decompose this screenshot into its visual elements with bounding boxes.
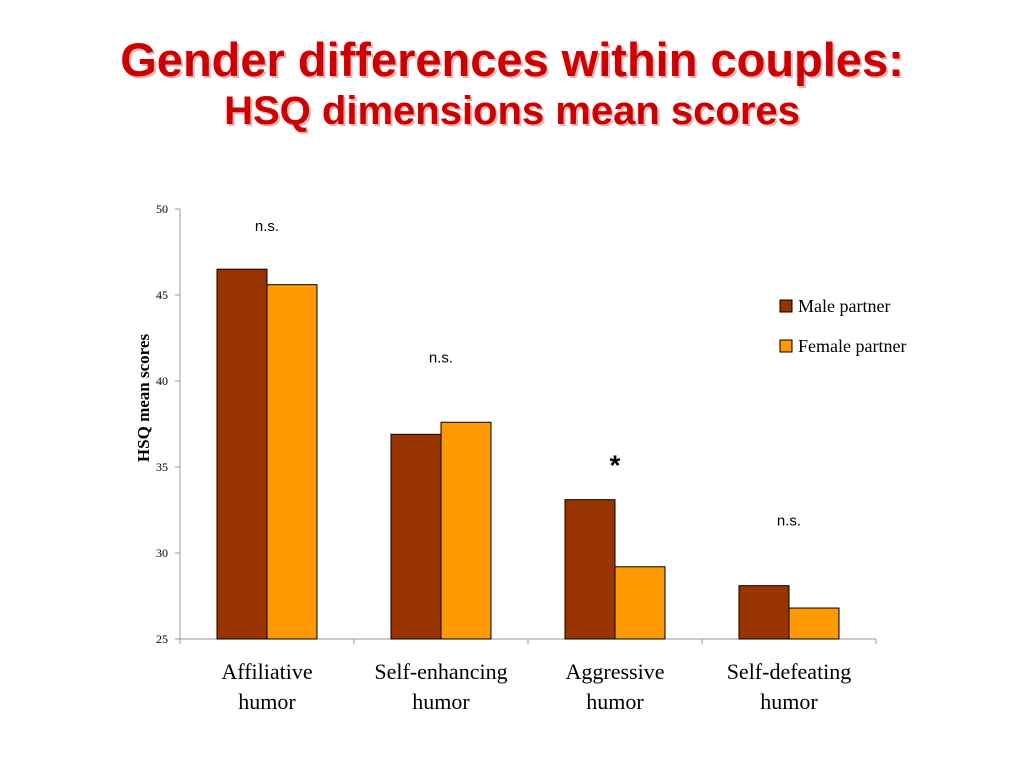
- bar-female-3: [788, 607, 840, 640]
- x-tick-label: Affiliative: [221, 659, 312, 684]
- x-tick-label: Aggressive: [566, 659, 665, 684]
- chart-annotations: n.s. n.s. * n.s.: [255, 218, 801, 530]
- x-tick-label: Self-enhancing: [374, 659, 507, 684]
- significance-label: n.s.: [255, 218, 279, 235]
- slide-title: Gender differences within couples: HSQ d…: [0, 34, 1024, 136]
- x-tick-label: humor: [412, 689, 470, 714]
- bar-male-3: [738, 585, 790, 640]
- chart-legend: Male partner Female partner: [779, 296, 906, 356]
- legend-swatch-female: [779, 339, 793, 353]
- x-axis-labels: Affiliative humor Self-enhancing humor Aggre…: [221, 659, 851, 714]
- significance-label: *: [610, 450, 621, 481]
- legend-label-female: Female partner: [798, 336, 906, 356]
- y-tick-label: 50: [156, 202, 168, 216]
- bar-female-1: [440, 421, 492, 640]
- bar-female-0: [266, 284, 318, 640]
- x-tick-label: humor: [238, 689, 296, 714]
- y-tick-label: 35: [156, 460, 168, 474]
- x-tick-label: humor: [760, 689, 818, 714]
- significance-label: n.s.: [429, 349, 453, 366]
- y-tick-label: 45: [156, 288, 168, 302]
- bar-male-1: [390, 433, 442, 640]
- bar-male-2: [564, 499, 616, 640]
- legend-label-male: Male partner: [798, 296, 890, 316]
- x-tick-label: Self-defeating: [727, 659, 852, 684]
- significance-label: n.s.: [777, 513, 801, 530]
- bar-female-2: [614, 566, 666, 640]
- y-tick-label: 25: [156, 632, 168, 646]
- x-tick-label: humor: [586, 689, 644, 714]
- y-tick-label: 30: [156, 546, 168, 560]
- legend-swatch-male: [779, 299, 793, 313]
- title-line-2: HSQ dimensions mean scores: [224, 89, 800, 133]
- title-line-1: Gender differences within couples:: [120, 33, 904, 86]
- y-axis-label: HSQ mean scores: [134, 334, 153, 463]
- chart-bars: [216, 268, 840, 640]
- bar-male-0: [216, 268, 268, 640]
- y-tick-label: 40: [156, 374, 168, 388]
